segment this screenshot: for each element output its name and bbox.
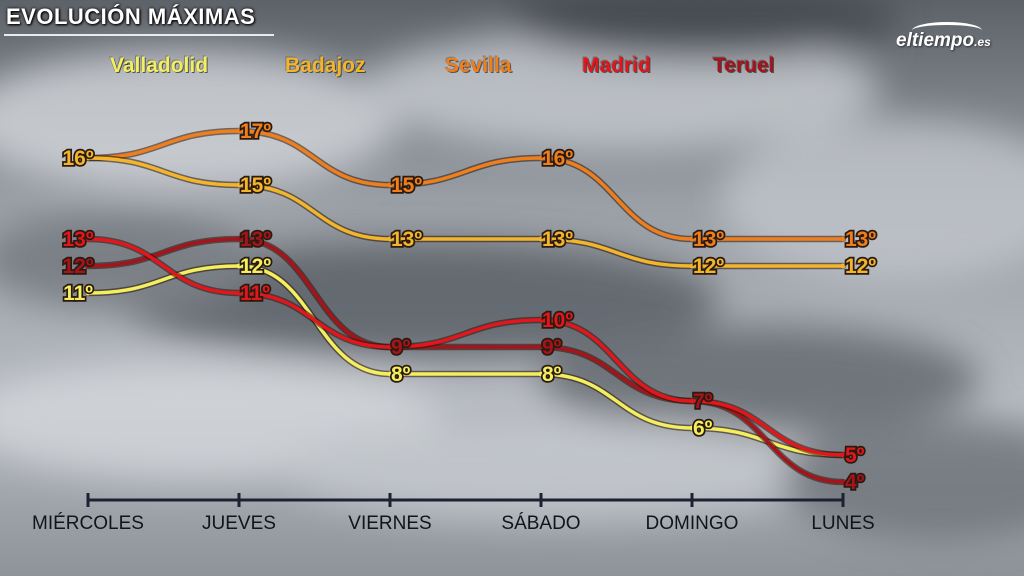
data-point-madrid-3 <box>538 317 544 323</box>
data-point-valladolid-3 <box>538 371 544 377</box>
value-label-teruel-5: 4º <box>845 471 865 494</box>
value-label-badajoz-1: 15º <box>240 174 271 197</box>
value-label-valladolid-2: 8º <box>391 363 411 386</box>
data-point-sevilla-1 <box>236 128 242 134</box>
logo-domain-text: .es <box>974 35 991 49</box>
value-label-madrid-3: 10º <box>542 309 573 332</box>
value-label-badajoz-4: 12º <box>693 255 724 278</box>
data-point-madrid-5 <box>840 452 846 458</box>
value-label-valladolid-0: 11º <box>63 282 93 305</box>
legend-item-teruel: Teruel <box>713 54 775 77</box>
series-madrid <box>84 235 847 459</box>
data-point-badajoz-1 <box>236 182 242 188</box>
value-label-teruel-1: 13º <box>240 228 271 251</box>
data-point-valladolid-2 <box>387 371 393 377</box>
legend-item-badajoz: Badajoz <box>285 54 366 77</box>
data-point-teruel-0 <box>85 263 91 269</box>
x-tick-label-miercoles: MIÉRCOLES <box>32 513 144 534</box>
data-point-badajoz-5 <box>840 263 846 269</box>
data-point-badajoz-0 <box>85 155 91 161</box>
data-point-teruel-5 <box>840 479 846 485</box>
series-badajoz <box>84 154 847 270</box>
data-point-badajoz-4 <box>689 263 695 269</box>
value-label-teruel-4: 7º <box>693 390 713 413</box>
data-point-valladolid-0 <box>85 290 91 296</box>
x-tick-label-sabado: SÁBADO <box>501 513 580 534</box>
legend-item-madrid: Madrid <box>582 54 651 77</box>
value-label-sevilla-4: 13º <box>693 228 724 251</box>
data-point-madrid-0 <box>85 236 91 242</box>
data-point-sevilla-5 <box>840 236 846 242</box>
chart-title: EVOLUCIÓN MÁXIMAS <box>6 4 256 29</box>
data-point-sevilla-2 <box>387 182 393 188</box>
value-label-valladolid-4: 6º <box>693 417 713 440</box>
value-label-madrid-5: 5º <box>845 444 865 467</box>
value-label-teruel-0: 12º <box>62 255 93 278</box>
x-tick-label-domingo: DOMINGO <box>646 513 739 534</box>
series-line-shadow <box>84 262 847 459</box>
value-label-valladolid-3: 8º <box>542 363 562 386</box>
value-label-badajoz-5: 12º <box>845 255 876 278</box>
value-label-sevilla-1: 17º <box>240 120 271 143</box>
value-label-badajoz-3: 13º <box>542 228 573 251</box>
series-valladolid <box>84 262 847 459</box>
value-label-madrid-0: 13º <box>62 228 93 251</box>
value-label-sevilla-3: 16º <box>542 147 573 170</box>
data-point-madrid-2 <box>387 344 393 350</box>
series-line-madrid <box>86 237 845 457</box>
data-point-valladolid-1 <box>236 263 242 269</box>
data-point-madrid-4 <box>689 398 695 404</box>
data-point-teruel-1 <box>236 236 242 242</box>
data-point-sevilla-3 <box>538 155 544 161</box>
data-point-teruel-3 <box>538 344 544 350</box>
value-label-teruel-2: 9º <box>391 336 411 359</box>
legend-item-sevilla: Sevilla <box>445 54 512 77</box>
brand-logo: eltiempo.es <box>896 30 991 52</box>
series-line-badajoz <box>86 156 845 268</box>
series-line-shadow <box>84 235 847 486</box>
data-point-badajoz-3 <box>538 236 544 242</box>
x-tick-label-lunes: LUNES <box>811 513 874 534</box>
value-label-teruel-3: 9º <box>542 336 562 359</box>
series-line-teruel <box>86 237 845 484</box>
value-label-badajoz-2: 13º <box>391 228 422 251</box>
value-label-badajoz-0: 16º <box>62 147 93 170</box>
value-label-sevilla-5: 13º <box>845 228 876 251</box>
series-teruel <box>84 235 847 486</box>
logo-main-text: eltiempo <box>896 30 975 51</box>
value-label-madrid-1: 11º <box>240 282 270 305</box>
x-tick-label-jueves: JUEVES <box>202 513 276 534</box>
x-tick-label-viernes: VIERNES <box>348 513 431 534</box>
series-line-sevilla <box>86 129 845 241</box>
legend-item-valladolid: Valladolid <box>110 54 209 77</box>
series-line-valladolid <box>86 264 845 457</box>
value-label-valladolid-1: 12º <box>240 255 271 278</box>
value-label-sevilla-2: 15º <box>391 174 422 197</box>
logo-arc-icon <box>912 22 982 39</box>
data-point-valladolid-4 <box>689 425 695 431</box>
data-point-madrid-1 <box>236 290 242 296</box>
data-point-badajoz-2 <box>387 236 393 242</box>
title-underline <box>4 34 274 36</box>
data-point-sevilla-4 <box>689 236 695 242</box>
